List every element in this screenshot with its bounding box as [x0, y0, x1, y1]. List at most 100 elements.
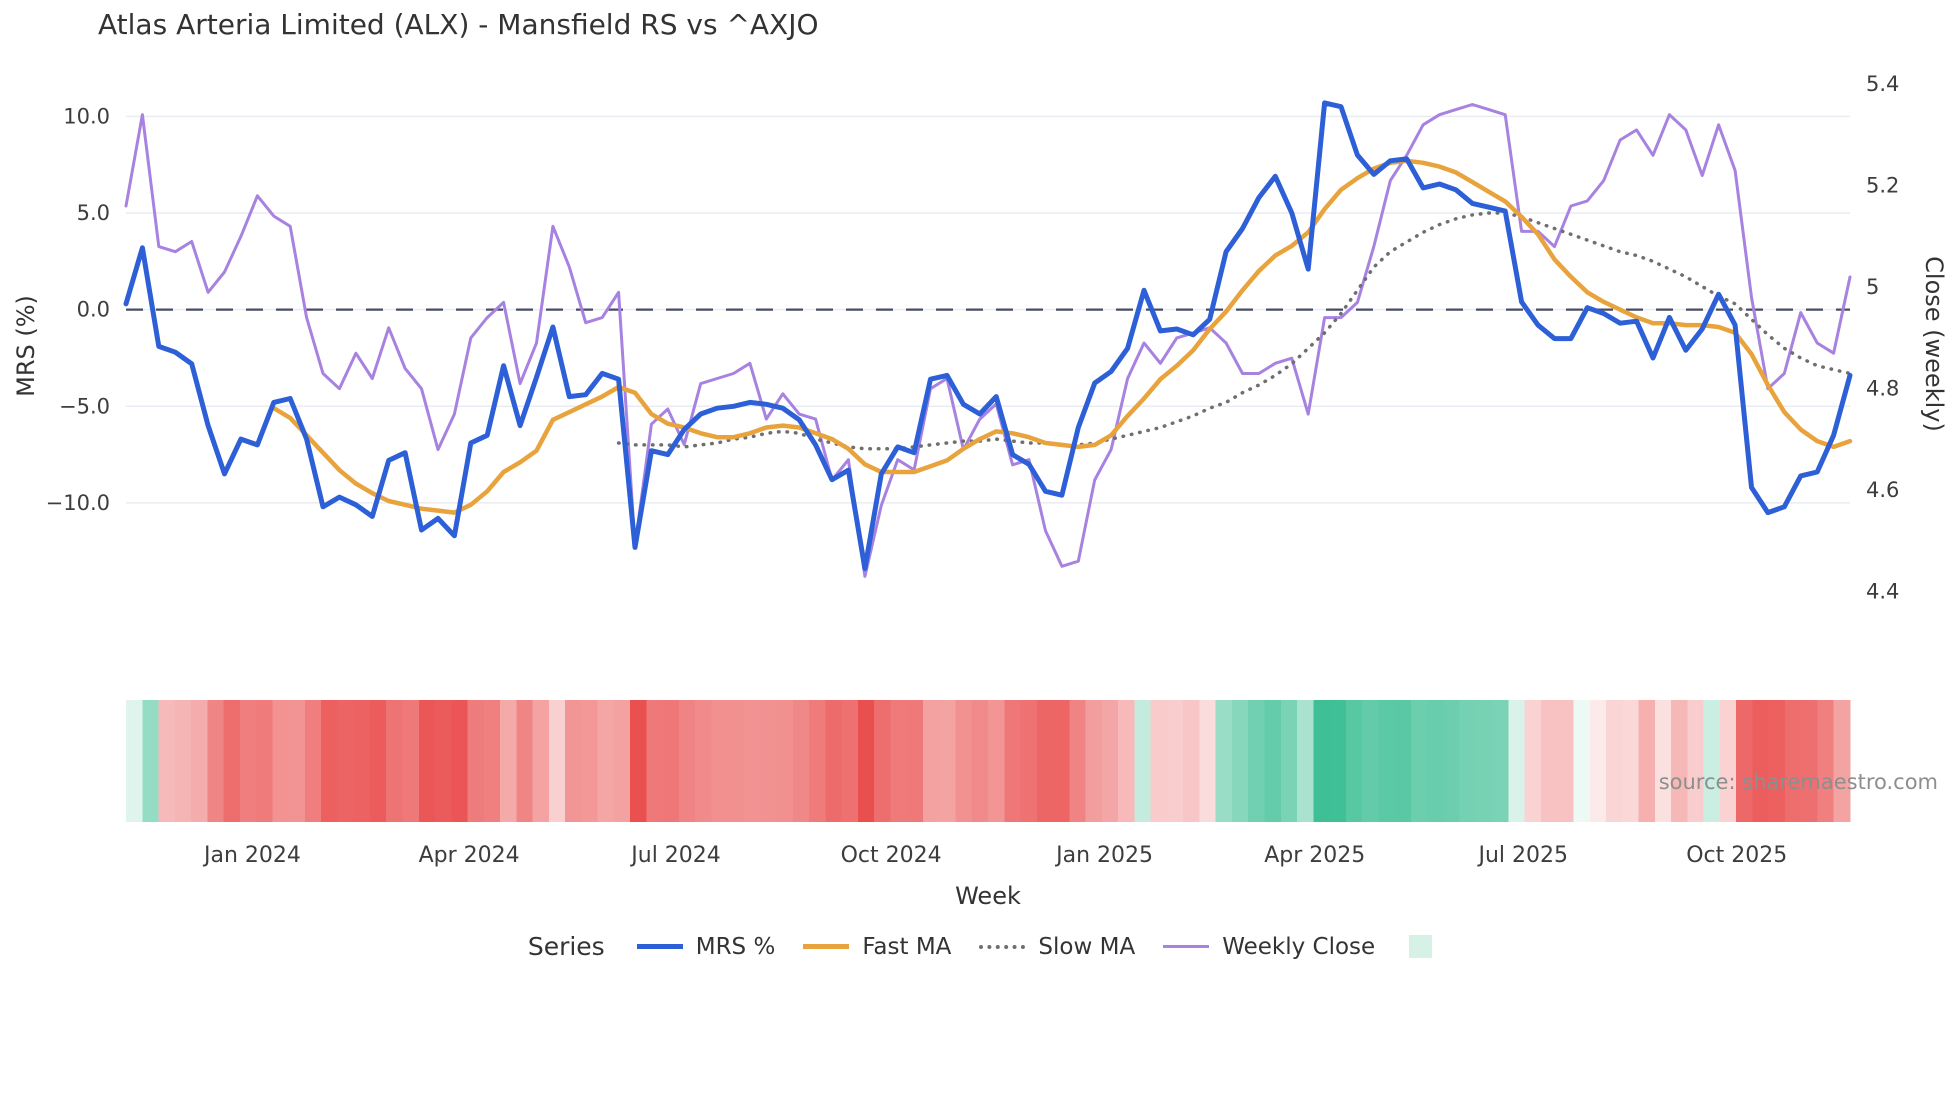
heatmap-cell	[939, 700, 957, 822]
heatmap-cell	[1671, 700, 1688, 822]
y-left-tick-label: −10.0	[46, 491, 110, 515]
heatmap-cell	[1053, 700, 1070, 822]
heatmap-cell	[874, 700, 892, 822]
heatmap-cell	[857, 700, 875, 822]
heatmap-cell	[1166, 700, 1184, 822]
heatmap-cell	[1752, 700, 1770, 822]
heatmap-cell	[727, 700, 745, 822]
series-line-slow-ma	[616, 211, 1852, 451]
legend-item-slow-ma: Slow MA	[979, 934, 1135, 960]
heatmap-cell	[1036, 700, 1054, 822]
heatmap-cell	[776, 700, 794, 822]
heatmap-cell	[971, 700, 989, 822]
heatmap-cell	[239, 700, 257, 822]
y-right-tick-label: 4.4	[1866, 580, 1899, 604]
heatmap-cell	[1540, 700, 1558, 822]
y-right-tick-label: 5.2	[1866, 174, 1899, 198]
heatmap-cell	[646, 700, 664, 822]
heatmap-cell	[1118, 700, 1135, 822]
heatmap-cell	[1589, 700, 1607, 822]
heatmap-cell	[1101, 700, 1119, 822]
heatmap-cell	[1833, 700, 1851, 822]
heatmap-cell	[1231, 700, 1249, 822]
series-line-mrs-	[123, 100, 1853, 572]
y-right-tick-label: 4.6	[1866, 478, 1899, 502]
heatmap-cell	[1313, 700, 1331, 822]
x-tick-label: Apr 2025	[1264, 843, 1366, 868]
y-right-tick-label: 5	[1866, 275, 1879, 299]
heatmap-cell	[1183, 700, 1201, 822]
heatmap-cell	[369, 700, 387, 822]
x-tick-label: Oct 2024	[840, 843, 942, 868]
heatmap-cell	[1362, 700, 1379, 822]
heatmap-cell	[386, 700, 404, 822]
y-axis-label-right: Close (weekly)	[1920, 256, 1948, 432]
heatmap-cell	[711, 700, 729, 822]
heatmap-cell	[418, 700, 436, 822]
heatmap-cell	[695, 700, 713, 822]
heatmap-cell	[1622, 700, 1640, 822]
heatmap-cell	[1329, 700, 1347, 822]
heatmap-cell	[435, 700, 452, 822]
heatmap-swatch-icon	[1409, 935, 1433, 958]
y-left-tick-label: 0.0	[77, 298, 110, 322]
slow-ma-line-swatch-icon	[979, 944, 1026, 949]
heatmap-cell	[1703, 700, 1721, 822]
source-credit: source: sharemaestro.com	[1658, 770, 1938, 794]
x-axis-ticks: Jan 2024 Apr 2024 Jul 2024 Oct 2024 Jan 2025…	[0, 843, 1960, 873]
heatmap-cell	[1378, 700, 1396, 822]
heatmap-cell	[890, 700, 908, 822]
heatmap-cell	[402, 700, 420, 822]
heatmap-cell	[597, 700, 615, 822]
heatmap-cell	[678, 700, 696, 822]
heatmap-cell	[1394, 700, 1412, 822]
heatmap-cell	[1134, 700, 1152, 822]
heatmap-cell	[272, 700, 290, 822]
heatmap-cell	[1638, 700, 1656, 822]
heatmap-cell	[744, 700, 761, 822]
heatmap-cell	[581, 700, 599, 822]
legend-item-fast-ma: Fast MA	[803, 934, 951, 960]
series-line-fast-ma	[271, 158, 1853, 515]
heatmap-cell	[662, 700, 680, 822]
heatmap-cell	[158, 700, 176, 822]
heatmap-cell	[1719, 700, 1737, 822]
series-line-weekly-close	[124, 103, 1852, 578]
heatmap-cell	[760, 700, 778, 822]
heatmap-cell	[1573, 700, 1591, 822]
x-axis-label: Week	[955, 882, 1021, 910]
heatmap-cell	[126, 700, 143, 822]
y-left-tick-label: 10.0	[63, 104, 110, 128]
heatmap-cell	[1687, 700, 1705, 822]
legend-label-fast-ma: Fast MA	[862, 933, 952, 960]
mrs-line-swatch-icon	[636, 944, 683, 949]
legend-item-mrs: MRS %	[636, 933, 776, 960]
heatmap-cell	[1606, 700, 1623, 822]
heatmap-cell	[1784, 700, 1802, 822]
heatmap-cell	[1280, 700, 1298, 822]
heatmap-cell	[142, 700, 160, 822]
heatmap-cell	[353, 700, 371, 822]
legend-label-mrs: MRS %	[695, 933, 776, 960]
heatmap-cell	[1248, 700, 1266, 822]
heatmap-cell	[516, 700, 534, 822]
heatmap-cell	[792, 700, 810, 822]
heatmap-cell	[223, 700, 241, 822]
legend-title: Series	[527, 932, 605, 961]
heatmap-cell	[1736, 700, 1754, 822]
heatmap-cell	[337, 700, 355, 822]
heatmap-cell	[1768, 700, 1786, 822]
heatmap-cell	[988, 700, 1005, 822]
x-tick-label: Jul 2025	[1478, 843, 1569, 868]
heatmap-cell	[809, 700, 826, 822]
heatmap-cell	[1150, 700, 1168, 822]
heatmap-cell	[1801, 700, 1819, 822]
y-right-tick-label: 5.4	[1866, 72, 1899, 96]
heatmap-cell	[1264, 700, 1282, 822]
heatmap-cell	[1004, 700, 1022, 822]
heatmap-cell	[906, 700, 924, 822]
weekly-close-line-swatch-icon	[1163, 945, 1210, 948]
heatmap-cell	[1085, 700, 1103, 822]
